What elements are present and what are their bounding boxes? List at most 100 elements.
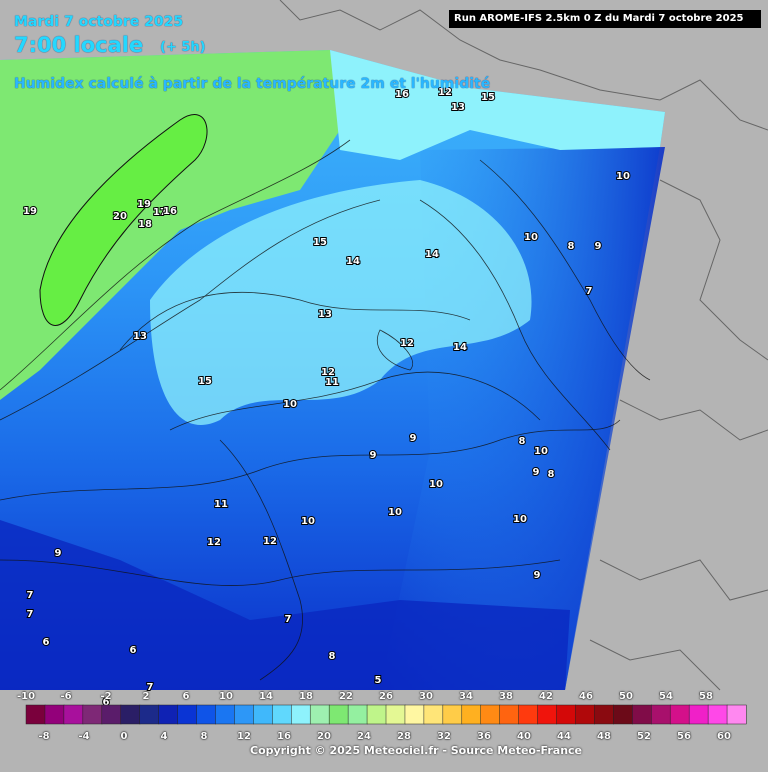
humidex-value-label: 12 bbox=[438, 87, 452, 98]
legend-label-bottom: 48 bbox=[597, 731, 611, 742]
legend-label-top: 26 bbox=[379, 691, 393, 702]
legend-label-bottom: 60 bbox=[717, 731, 731, 742]
humidex-value-label: 11 bbox=[325, 377, 339, 388]
legend-label-top: 34 bbox=[459, 691, 473, 702]
legend-label-top: 46 bbox=[579, 691, 593, 702]
legend-swatch bbox=[726, 704, 747, 725]
humidex-value-label: 13 bbox=[133, 331, 147, 342]
humidex-value-label: 8 bbox=[548, 469, 555, 480]
humidex-value-label: 8 bbox=[568, 241, 575, 252]
humidex-value-label: 9 bbox=[410, 433, 417, 444]
legend-label-bottom: 44 bbox=[557, 731, 571, 742]
legend-label-top: -6 bbox=[60, 691, 72, 702]
humidex-value-label: 16 bbox=[395, 89, 409, 100]
legend-swatch bbox=[158, 704, 179, 725]
ocean-bright-zone bbox=[39, 114, 208, 326]
humidex-value-label: 10 bbox=[534, 446, 548, 457]
humidex-value-label: 9 bbox=[534, 570, 541, 581]
legend-swatch bbox=[347, 704, 368, 725]
legend-swatch bbox=[139, 704, 160, 725]
humidex-value-label: 17 bbox=[153, 207, 167, 218]
legend-label-bottom: 40 bbox=[517, 731, 531, 742]
legend-label-top: 2 bbox=[142, 691, 150, 702]
date-title: Mardi 7 octobre 2025 bbox=[14, 14, 184, 30]
legend-swatch bbox=[461, 704, 482, 725]
legend-swatch bbox=[196, 704, 217, 725]
color-legend: -8 -4 0 4 8 12 16 20 24 28 32 36 40 44 48 52 56 60 -10 -6 -2… bbox=[0, 688, 768, 768]
legend-label-bottom: 28 bbox=[397, 731, 411, 742]
legend-label-bottom: 8 bbox=[200, 731, 208, 742]
humidex-value-label: 9 bbox=[370, 450, 377, 461]
humidex-value-label: 10 bbox=[301, 516, 315, 527]
legend-label-top: 30 bbox=[419, 691, 433, 702]
humidex-value-label: 10 bbox=[513, 514, 527, 525]
copyright-text: Copyright © 2025 Meteociel.fr - Source M… bbox=[250, 744, 583, 757]
legend-label-bottom: 24 bbox=[357, 731, 371, 742]
legend-label-top: 22 bbox=[339, 691, 353, 702]
humidex-value-label: 14 bbox=[453, 342, 467, 353]
legend-label-top: 6 bbox=[182, 691, 190, 702]
legend-label-top: -10 bbox=[16, 691, 36, 702]
legend-label-bottom: 12 bbox=[237, 731, 251, 742]
legend-swatch bbox=[253, 704, 273, 725]
humidex-value-label: 10 bbox=[524, 232, 538, 243]
legend-swatch bbox=[423, 704, 444, 725]
legend-swatch bbox=[404, 704, 425, 725]
humidex-value-label: 13 bbox=[451, 102, 465, 113]
humidex-value-label: 9 bbox=[595, 241, 602, 252]
legend-swatch bbox=[385, 704, 406, 725]
legend-swatch bbox=[25, 704, 46, 725]
legend-swatch bbox=[707, 704, 728, 725]
legend-label-top: 42 bbox=[539, 691, 553, 702]
humidex-value-label: 12 bbox=[400, 338, 414, 349]
legend-label-top: 38 bbox=[499, 691, 513, 702]
run-info-banner: Run AROME-IFS 2.5km 0 Z du Mardi 7 octob… bbox=[449, 10, 761, 28]
humidex-value-label: 14 bbox=[425, 249, 439, 260]
country-borders bbox=[279, 0, 768, 691]
humidex-value-label: 6 bbox=[103, 697, 110, 708]
humidex-value-label: 12 bbox=[263, 536, 277, 547]
legend-swatch bbox=[101, 704, 122, 725]
legend-swatch bbox=[215, 704, 235, 725]
legend-swatch bbox=[120, 704, 141, 725]
humidex-value-label: 19 bbox=[23, 206, 37, 217]
legend-swatch bbox=[651, 704, 671, 725]
humidex-value-label: 9 bbox=[55, 548, 62, 559]
legend-swatch bbox=[272, 704, 292, 725]
humidex-value-label: 12 bbox=[207, 537, 221, 548]
map-subtitle: Humidex calculé à partir de la températu… bbox=[14, 76, 491, 92]
legend-swatch bbox=[366, 704, 387, 725]
forecast-offset: (+ 5h) bbox=[160, 40, 206, 55]
legend-swatch bbox=[594, 704, 614, 725]
legend-swatch bbox=[480, 704, 501, 725]
legend-swatch bbox=[518, 704, 539, 725]
legend-label-top: 54 bbox=[659, 691, 673, 702]
humidex-value-label: 10 bbox=[616, 171, 630, 182]
legend-label-top: 58 bbox=[699, 691, 713, 702]
legend-swatch bbox=[575, 704, 595, 725]
legend-label-bottom: 16 bbox=[277, 731, 291, 742]
humidex-value-label: 20 bbox=[113, 211, 127, 222]
humidex-value-label: 11 bbox=[214, 499, 228, 510]
central-cyan-zone bbox=[150, 180, 532, 425]
legend-swatch bbox=[632, 704, 652, 725]
humidex-value-label: 15 bbox=[198, 376, 212, 387]
legend-swatch bbox=[177, 704, 198, 725]
humidex-value-label: 10 bbox=[283, 399, 297, 410]
humidex-value-label: 15 bbox=[313, 237, 327, 248]
local-time: 7:00 locale bbox=[14, 33, 144, 57]
humidex-value-label: 8 bbox=[519, 436, 526, 447]
legend-swatch bbox=[556, 704, 577, 725]
humidex-value-label: 7 bbox=[27, 609, 34, 620]
legend-color-bar bbox=[25, 704, 747, 725]
humidex-value-label: 7 bbox=[27, 590, 34, 601]
legend-label-bottom: 0 bbox=[120, 731, 128, 742]
humidex-value-label: 5 bbox=[375, 675, 382, 686]
humidex-value-label: 10 bbox=[388, 507, 402, 518]
legend-label-bottom: 36 bbox=[477, 731, 491, 742]
channel-zone bbox=[330, 50, 665, 160]
legend-label-bottom: -8 bbox=[38, 731, 50, 742]
south-dark-zone bbox=[0, 520, 570, 690]
legend-swatch bbox=[291, 704, 311, 725]
